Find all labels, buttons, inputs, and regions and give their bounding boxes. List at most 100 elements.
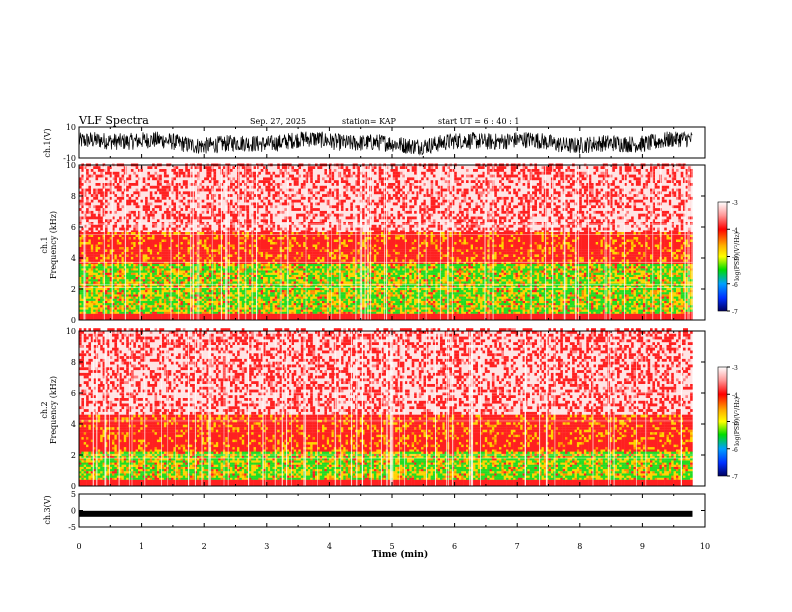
ch1-spectrogram-cell bbox=[109, 292, 113, 295]
ch1-spectrogram-cell bbox=[218, 302, 221, 306]
ch1-spectrogram-cell bbox=[296, 171, 299, 175]
ch1-spectrogram-cell bbox=[213, 268, 217, 271]
ch1-spectrogram-cell bbox=[265, 246, 268, 250]
ch1-spectrogram-cell bbox=[161, 274, 165, 277]
ch1-spectrogram-cell bbox=[133, 210, 136, 214]
ch1-spectrogram-cell bbox=[293, 305, 297, 308]
ch1-spectrogram-cell bbox=[86, 281, 89, 284]
ch1-spectrogram-cell bbox=[135, 287, 139, 291]
ch1-spectrogram-cell bbox=[178, 263, 181, 267]
ch1-spectrogram-cell bbox=[116, 285, 120, 288]
ch1-spectrogram-cell bbox=[270, 246, 273, 250]
ch1-spectrogram-cell bbox=[175, 292, 179, 295]
ch1-spectrogram-cell bbox=[130, 266, 134, 269]
ch1-spectrogram-cell bbox=[206, 232, 209, 235]
ch1-spectrogram-cell bbox=[166, 259, 169, 262]
ch1-spectrogram-cell bbox=[182, 263, 186, 267]
ch1-spectrogram-cell bbox=[300, 236, 304, 240]
ch1-spectrogram-cell bbox=[147, 298, 150, 301]
ch1-spectrogram-cell bbox=[180, 311, 184, 314]
ch1-spectrogram-cell bbox=[213, 216, 217, 220]
ch1-spectrogram-cell bbox=[173, 281, 176, 284]
ch1-spectrogram-cell bbox=[149, 232, 153, 235]
ch1-spectrogram-cell bbox=[300, 259, 304, 262]
ch1-spectrogram-cell bbox=[267, 241, 271, 245]
ch1-spectrogram-cell bbox=[81, 251, 84, 255]
ch1-spectrogram-cell bbox=[168, 285, 172, 288]
ch1-spectrogram-cell bbox=[317, 266, 320, 269]
ch1-spectrogram-cell bbox=[230, 251, 233, 255]
ch1-spectrogram-cell bbox=[227, 279, 231, 282]
ch1-spectrogram-cell bbox=[109, 196, 113, 200]
ch1-spectrogram-cell bbox=[260, 191, 264, 195]
ch1-spectrogram-cell bbox=[246, 232, 250, 235]
ch1-spectrogram-cell bbox=[303, 219, 306, 223]
ch1-spectrogram-cell bbox=[147, 219, 150, 223]
ch1-spectrogram-cell bbox=[159, 266, 162, 269]
ch1-spectrogram-cell bbox=[263, 281, 266, 284]
ch1-spectrogram-cell bbox=[182, 259, 186, 262]
ch1-spectrogram-cell bbox=[178, 234, 181, 237]
ch1-spectrogram-cell bbox=[171, 289, 174, 293]
ch1-spectrogram-cell bbox=[307, 171, 311, 175]
ch1-spectrogram-cell bbox=[175, 241, 179, 245]
ch1-spectrogram-cell bbox=[175, 300, 179, 304]
ch1-spectrogram-cell bbox=[305, 298, 309, 301]
ch1-spectrogram-cell bbox=[173, 166, 176, 169]
ch1-spectrogram-cell bbox=[312, 285, 316, 288]
ch1-spectrogram-cell bbox=[317, 202, 320, 206]
ch1-spectrogram-cell bbox=[119, 298, 122, 301]
ch1-spectrogram-cell bbox=[298, 289, 301, 293]
ch1-spectrogram-cell bbox=[201, 266, 205, 269]
ch1-spectrogram-cell bbox=[145, 251, 148, 255]
ch1-spectrogram-cell bbox=[189, 311, 193, 314]
ch1-spectrogram-cell bbox=[215, 268, 219, 271]
ch1-spectrogram-cell bbox=[272, 244, 276, 247]
ch1-spectrogram-cell bbox=[147, 292, 150, 295]
ch1-spectrogram-cell bbox=[208, 296, 212, 299]
ch1-spectrogram-cell bbox=[159, 232, 162, 235]
ch1-spectrogram-cell bbox=[315, 268, 318, 271]
ch1-spectrogram-cell bbox=[215, 230, 219, 234]
ch1-spectrogram-cell bbox=[112, 227, 115, 231]
ch1-spectrogram-cell bbox=[152, 208, 155, 211]
ch1-spectrogram-cell bbox=[180, 263, 184, 267]
ch1-spectrogram-cell bbox=[270, 285, 273, 288]
ch1-spectrogram-cell bbox=[133, 254, 136, 257]
ch1-spectrogram-cell bbox=[88, 188, 91, 192]
ch1-spectrogram-cell bbox=[215, 292, 219, 295]
ch1-spectrogram-cell bbox=[246, 256, 250, 260]
ch1-spectrogram-cell bbox=[206, 292, 209, 295]
ch1-spectrogram-cell bbox=[147, 236, 150, 240]
ch1-spectrogram-cell bbox=[187, 268, 191, 271]
ch1-spectrogram-cell bbox=[227, 166, 231, 169]
ch1-spectrogram-cell bbox=[149, 266, 153, 269]
ch1-spectrogram-cell bbox=[284, 307, 287, 310]
ch1-spectrogram-cell bbox=[166, 183, 169, 186]
ch1-spectrogram-cell bbox=[126, 259, 129, 262]
ch1-spectrogram-cell bbox=[159, 268, 162, 271]
ch1-spectrogram-cell bbox=[107, 261, 110, 265]
ch1-spectrogram-cell bbox=[178, 268, 181, 271]
ch1-spectrogram-cell bbox=[112, 296, 115, 299]
ch1-spectrogram-cell bbox=[182, 281, 186, 284]
ch1-spectrogram-cell bbox=[263, 177, 266, 181]
ch1-spectrogram-cell bbox=[298, 305, 301, 308]
ch1-spectrogram-cell bbox=[90, 296, 94, 299]
ch1-spectrogram-cell bbox=[215, 309, 219, 312]
ch1-spectrogram-cell bbox=[258, 263, 261, 267]
ch1-spectrogram-cell bbox=[142, 285, 146, 288]
ch1-spectrogram-cell bbox=[142, 256, 146, 260]
ch1-spectrogram-cell bbox=[239, 274, 242, 277]
ch1-spectrogram-cell bbox=[152, 241, 155, 245]
ch1-spectrogram-cell bbox=[234, 241, 238, 245]
ch1-spectrogram-cell bbox=[234, 300, 238, 304]
ch1-spectrogram-cell bbox=[81, 191, 84, 195]
ch1-spectrogram-cell bbox=[298, 272, 301, 275]
ch1-spectrogram-cell bbox=[97, 169, 101, 172]
ch1-spectrogram-cell bbox=[298, 266, 301, 269]
ch1-spectrogram-cell bbox=[156, 232, 160, 235]
ch1-spectrogram-cell bbox=[317, 208, 320, 211]
ch1-spectrogram-cell bbox=[234, 302, 238, 306]
ch1-spectrogram-cell bbox=[105, 246, 108, 250]
